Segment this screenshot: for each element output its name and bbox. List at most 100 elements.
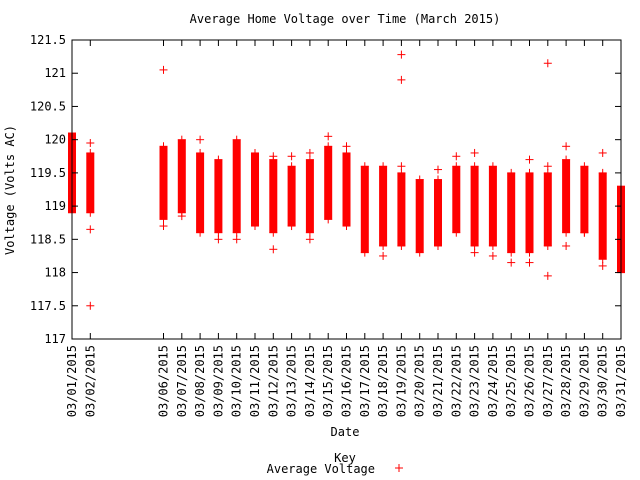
x-tick-label: 03/30/2015 [596,345,610,417]
data-point [507,258,516,267]
x-tick-label: 03/19/2015 [394,345,408,417]
voltage-cluster [196,148,205,237]
voltage-cluster [232,135,241,237]
x-tick-label: 03/24/2015 [486,345,500,417]
voltage-cluster [360,162,369,257]
voltage-cluster [251,148,259,231]
data-point [251,148,259,157]
x-tick-label: 03/13/2015 [285,345,299,417]
x-tick-label: 03/23/2015 [468,345,482,417]
data-point [214,235,223,244]
data-point [525,258,534,267]
data-point [488,162,497,171]
x-tick-label: 03/27/2015 [541,345,555,417]
data-point [86,138,95,147]
data-point [324,215,333,224]
x-tick-label: 03/06/2015 [157,345,171,417]
data-point [324,132,333,141]
voltage-cluster [305,155,314,237]
data-point [251,222,259,231]
data-point [415,248,424,257]
data-point [488,251,497,260]
data-point [305,235,314,244]
voltage-cluster [452,162,461,237]
data-point [397,50,406,59]
data-point [269,228,278,237]
data-point [287,222,296,231]
data-point [86,225,95,234]
y-tick-label: 121.5 [30,33,66,47]
data-point [159,222,168,231]
voltage-cluster [342,148,351,231]
voltage-cluster [580,162,589,237]
y-tick-label: 118 [44,266,66,280]
y-tick-label: 119.5 [30,166,66,180]
y-tick-label: 119 [44,199,66,213]
data-point [397,241,406,250]
data-point [86,208,95,217]
voltage-cluster [470,162,479,250]
data-point [580,228,589,237]
legend: Key Average Voltage [267,451,403,476]
data-point [342,222,351,231]
data-point [543,271,552,280]
x-tick-label: 03/10/2015 [230,345,244,417]
voltage-cluster [397,168,406,250]
data-point [397,75,406,84]
data-point [470,162,479,171]
data-point [287,162,296,171]
data-point [287,152,296,161]
x-tick-label: 03/02/2015 [83,345,97,417]
voltage-cluster [598,168,607,264]
data-point [562,228,571,237]
x-tick-label: 03/26/2015 [523,345,537,417]
data-point [86,148,95,157]
x-tick-label: 03/08/2015 [193,345,207,417]
voltage-cluster [177,135,186,217]
data-point [177,212,186,221]
data-point [232,135,241,144]
data-point [360,162,369,171]
data-point [434,175,442,184]
data-point [434,165,442,174]
legend-title: Key [334,451,356,465]
x-tick-label: 03/22/2015 [449,345,463,417]
data-point [397,162,406,171]
data-point [196,148,205,157]
data-point [214,155,223,164]
y-axis-ticks: 121.5 121 120.5 120 119.5 119 118.5 118 117.5 117 [30,33,621,346]
y-axis-label: Voltage (Volts AC) [3,125,17,255]
data-point [379,162,388,171]
data-point [305,148,314,157]
x-tick-label: 03/17/2015 [358,345,372,417]
data-point [470,248,479,257]
data-point [86,301,95,310]
voltage-cluster [287,162,296,231]
x-tick-label: 03/15/2015 [321,345,335,417]
data-point [196,228,205,237]
x-tick-label: 03/29/2015 [577,345,591,417]
voltage-cluster [86,148,95,217]
data-point [452,228,461,237]
x-tick-label: 03/21/2015 [431,345,445,417]
data-point [360,248,369,257]
x-axis-ticks: 03/01/2015 03/02/2015 03/06/2015 03/07/2015… [65,40,628,417]
data-point [525,155,534,164]
data-point [525,168,534,177]
legend-marker-plus-icon [395,464,403,472]
data-point [525,248,534,257]
data-point [232,235,241,244]
voltage-cluster [507,168,516,257]
data-point [177,135,186,144]
data-point [562,142,571,151]
y-tick-label: 120 [44,133,66,147]
data-point [452,162,461,171]
data-point [269,245,278,254]
data-point [543,59,552,68]
x-tick-label: 03/09/2015 [211,345,225,417]
x-tick-label: 03/12/2015 [266,345,280,417]
voltage-cluster [214,155,223,237]
data-point [470,148,479,157]
x-tick-label: 03/20/2015 [413,345,427,417]
